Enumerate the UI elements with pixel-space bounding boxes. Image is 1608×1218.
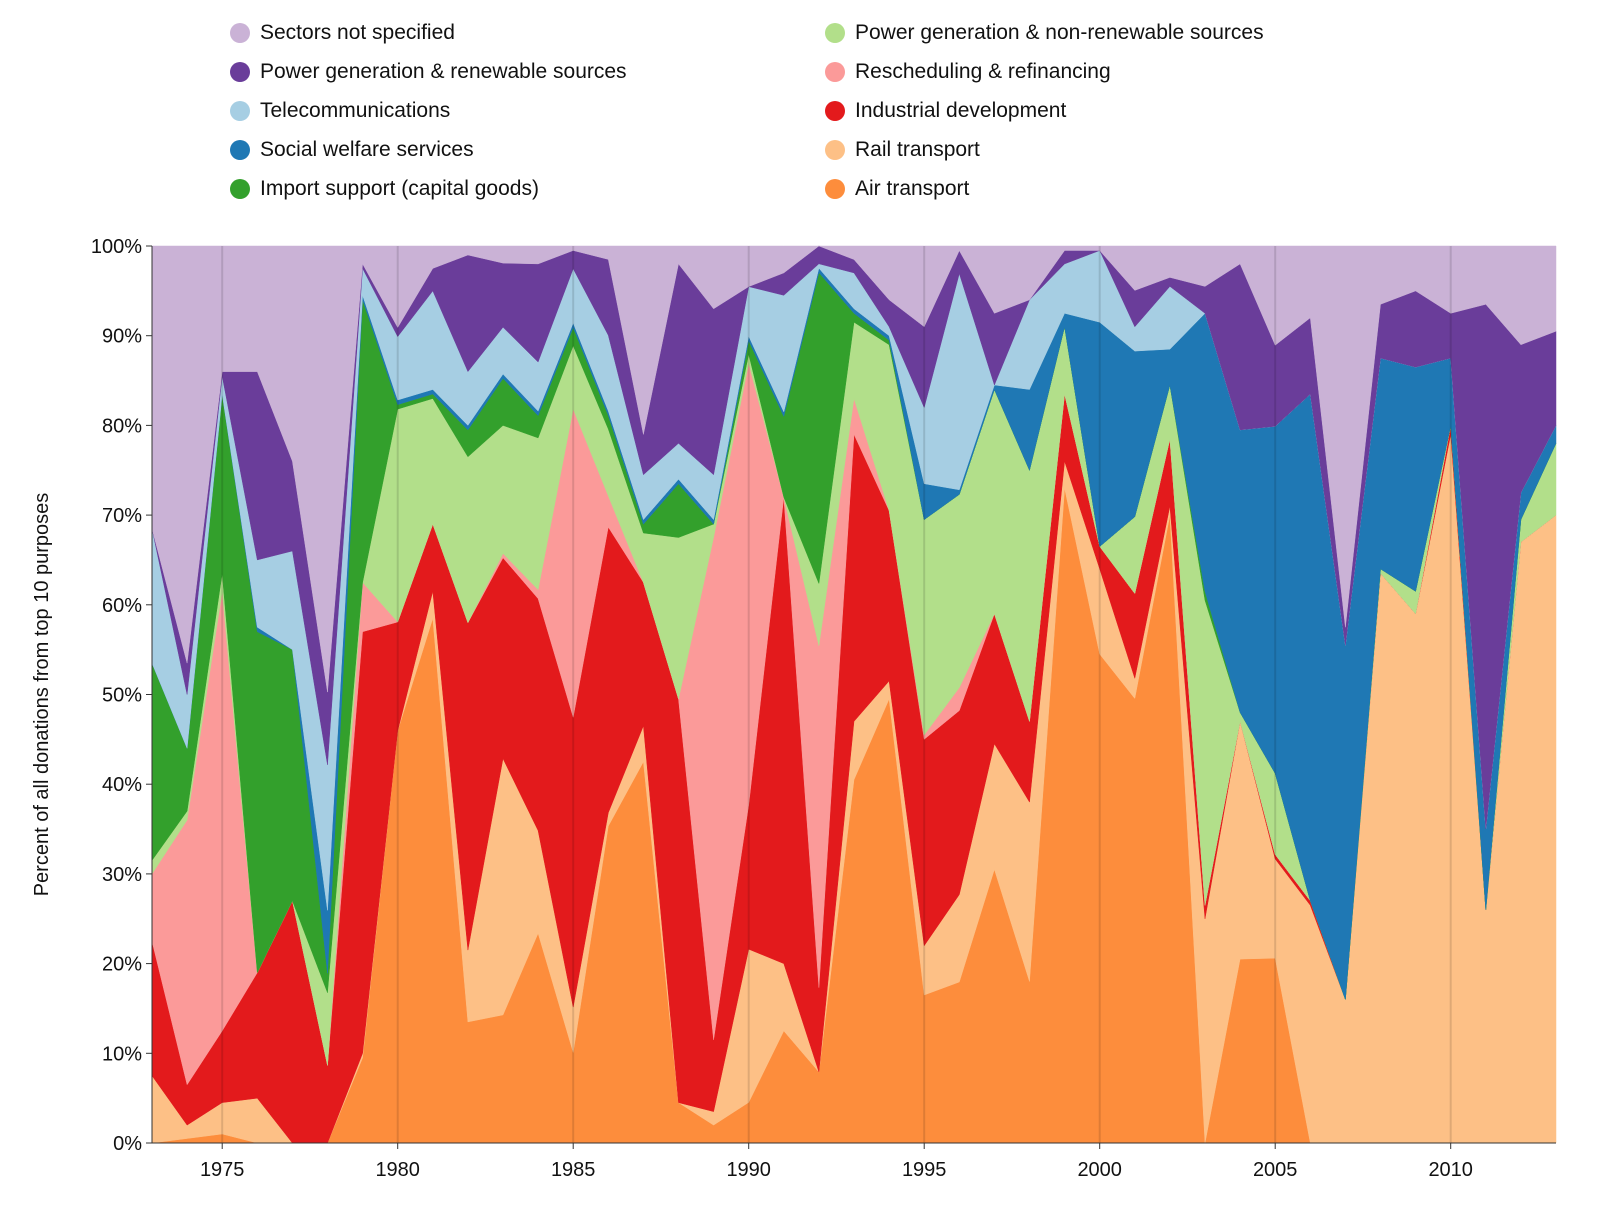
y-axis-title: Percent of all donations from top 10 pur… (31, 493, 53, 897)
y-tick-label: 20% (102, 954, 142, 976)
x-tick-label: 1975 (200, 1159, 245, 1181)
legend-swatch (230, 140, 250, 160)
legend-item-rail-transport: Rail transport (825, 135, 980, 165)
legend-item-air-transport: Air transport (825, 174, 969, 204)
y-tick-label: 30% (102, 864, 142, 886)
legend-item-power-generation-and-non-renewable-sources: Power generation & non-renewable sources (825, 18, 1264, 48)
legend-item-social-welfare-services: Social welfare services (230, 135, 474, 165)
y-axis: 0% 10% 20% 30% 40% 50% 60% 70% 80% 90% 100% (91, 236, 153, 1155)
legend-item-sectors-not-specified: Sectors not specified (230, 18, 455, 48)
y-tick-label: 40% (102, 774, 142, 796)
legend-label: Telecommunications (260, 99, 451, 122)
legend-label: Industrial development (855, 99, 1067, 122)
legend-swatch (230, 101, 250, 121)
y-tick-label: 70% (102, 505, 142, 527)
x-tick-label: 2005 (1253, 1159, 1298, 1181)
legend-item-rescheduling-and-refinancing: Rescheduling & refinancing (825, 57, 1111, 87)
x-tick-label: 2000 (1077, 1159, 1122, 1181)
legend-item-import-support-capital-goods: Import support (capital goods) (230, 174, 539, 204)
legend-label: Social welfare services (260, 138, 474, 161)
legend-item-telecommunications: Telecommunications (230, 96, 450, 126)
legend-label: Import support (capital goods) (260, 177, 539, 200)
x-axis: 1975 1980 1985 1990 1995 2000 2005 2010 (152, 1142, 1556, 1181)
x-tick-label: 1980 (375, 1159, 420, 1181)
legend-item-industrial-development: Industrial development (825, 96, 1066, 126)
legend-item-power-generation-and-renewable-sources: Power generation & renewable sources (230, 57, 627, 87)
legend-label: Air transport (855, 177, 970, 200)
legend-label: Power generation & non-renewable sources (855, 21, 1264, 44)
legend-swatch (230, 23, 250, 43)
legend-label: Sectors not specified (260, 21, 455, 44)
legend: Sectors not specified Power generation & … (0, 0, 1608, 220)
y-tick-label: 60% (102, 595, 142, 617)
legend-swatch (825, 62, 845, 82)
legend-swatch (825, 101, 845, 121)
x-tick-label: 2010 (1428, 1159, 1473, 1181)
y-tick-label: 0% (113, 1133, 142, 1155)
legend-swatch (230, 62, 250, 82)
y-tick-label: 90% (102, 326, 142, 348)
y-tick-label: 10% (102, 1043, 142, 1065)
legend-swatch (825, 140, 845, 160)
y-tick-label: 50% (102, 685, 142, 707)
x-tick-label: 1990 (726, 1159, 771, 1181)
legend-swatch (230, 179, 250, 199)
legend-label: Rescheduling & refinancing (855, 60, 1111, 83)
y-tick-label: 80% (102, 415, 142, 437)
x-tick-label: 1985 (551, 1159, 596, 1181)
legend-swatch (825, 23, 845, 43)
area-layers (151, 245, 1557, 1144)
y-tick-label: 100% (91, 236, 142, 258)
area-sectors-not-specified (151, 245, 1557, 693)
legend-label: Power generation & renewable sources (260, 60, 627, 83)
vertical-gridlines (221, 246, 1452, 1143)
legend-label: Rail transport (855, 138, 980, 161)
legend-swatch (825, 179, 845, 199)
x-tick-label: 1995 (902, 1159, 947, 1181)
